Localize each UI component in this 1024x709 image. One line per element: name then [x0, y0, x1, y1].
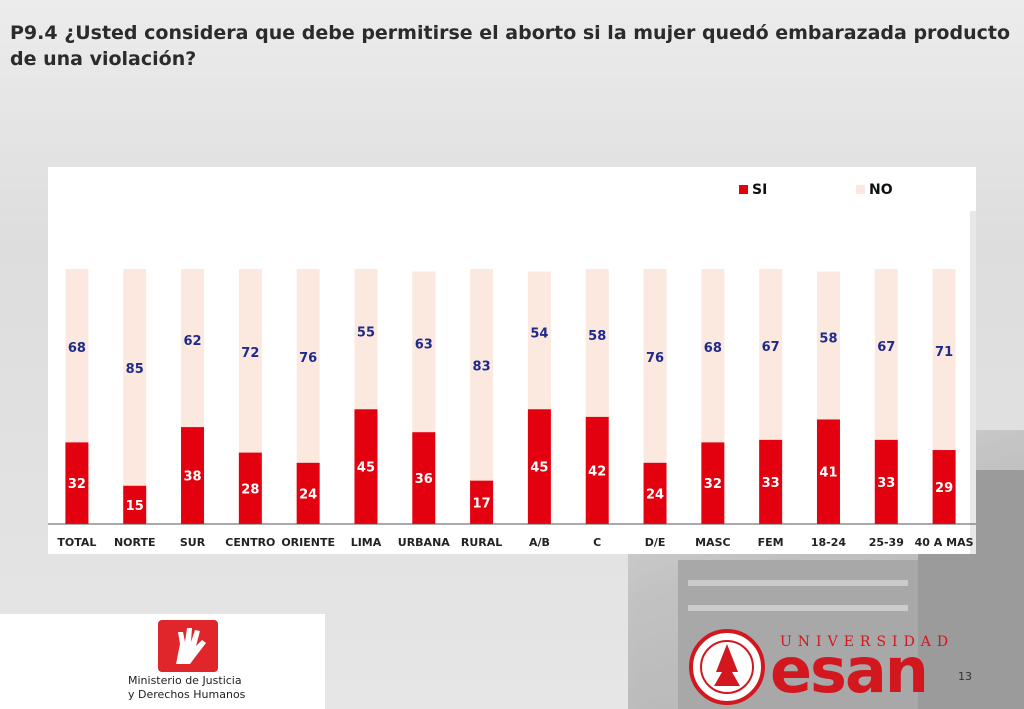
x-tick-label-oriente: ORIENTE [281, 536, 335, 549]
bar-no-total [65, 269, 89, 443]
data-label-no-total: 68 [68, 341, 86, 356]
x-tick-label-urbana: URBANA [398, 536, 451, 549]
x-tick-label-25-39: 25-39 [869, 536, 904, 549]
x-tick-label-centro: CENTRO [225, 536, 275, 549]
data-label-si-rural: 17 [473, 496, 491, 511]
data-label-no-c: 58 [588, 329, 606, 344]
data-label-si-norte: 15 [126, 499, 144, 514]
bar-no-norte [123, 269, 147, 486]
bar-si-total [65, 442, 89, 524]
legend-swatch-no [856, 185, 865, 194]
data-label-si-urbana: 36 [415, 472, 433, 487]
data-label-si-sur: 38 [183, 470, 201, 485]
bar-no-c [585, 269, 609, 417]
x-tick-label-rural: RURAL [461, 536, 502, 549]
legend-label-no: NO [869, 182, 893, 198]
bar-no-lima [354, 269, 378, 410]
bar-si-oriente [296, 462, 320, 524]
bar-no-d-e [643, 269, 667, 463]
data-label-si-masc: 32 [704, 477, 722, 492]
bar-no-sur [181, 269, 205, 428]
x-tick-label-c: C [593, 536, 601, 549]
x-tick-label-18-24: 18-24 [811, 536, 847, 549]
ministry-logo-box: Ministerio de Justicia y Derechos Humano… [0, 614, 325, 709]
data-label-si-18-24: 41 [819, 466, 837, 481]
x-tick-label-lima: LIMA [351, 536, 382, 549]
data-label-si-oriente: 24 [299, 487, 317, 502]
bar-no-18-24 [816, 271, 840, 420]
x-tick-label-a-b: A/B [529, 536, 550, 549]
bar-si-urbana [412, 432, 436, 524]
bar-si-25-39 [874, 439, 898, 524]
data-label-no-25-39: 67 [877, 340, 895, 355]
data-label-no-sur: 62 [183, 334, 201, 349]
ministry-emblem-icon [158, 620, 218, 672]
data-label-si-centro: 28 [241, 482, 259, 497]
data-label-no-oriente: 76 [299, 351, 317, 366]
ministry-name-line2: y Derechos Humanos [128, 688, 246, 701]
x-axis-tick-labels: TOTAL NORTE SUR CENTRO ORIENTE LIMA URBANA RURA… [57, 536, 973, 549]
x-tick-label-fem: FEM [758, 536, 784, 549]
legend-swatch-si [739, 185, 748, 194]
university-label: UNIVERSIDAD [780, 634, 955, 650]
x-tick-label-40-a-mas: 40 A MAS [915, 536, 974, 549]
data-label-si-c: 42 [588, 464, 606, 479]
data-label-no-18-24: 58 [819, 332, 837, 347]
ministry-name-line1: Ministerio de Justicia [128, 674, 242, 687]
x-tick-label-masc: MASC [695, 536, 730, 549]
data-label-si-a-b: 45 [530, 461, 548, 476]
bar-si-sur [181, 427, 205, 524]
x-tick-label-norte: NORTE [114, 536, 156, 549]
bar-si-rural [470, 480, 494, 524]
bar-si-lima [354, 409, 378, 524]
data-label-no-fem: 67 [762, 340, 780, 355]
data-label-no-d-e: 76 [646, 351, 664, 366]
university-name: esan [770, 634, 929, 707]
bar-si-c [585, 416, 609, 524]
chart-bars: 68 32 85 15 62 38 72 28 76 24 55 45 63 36 83 17 54 45 58 42… [65, 269, 956, 524]
page-title: P9.4 ¿Usted considera que debe permitirs… [10, 22, 1011, 70]
data-label-si-40-a-mas: 29 [935, 481, 953, 496]
bar-no-fem [759, 269, 783, 440]
data-label-no-centro: 72 [241, 346, 259, 361]
bar-no-masc [701, 269, 725, 443]
ministry-name: Ministerio de Justicia y Derechos Humano… [128, 674, 318, 702]
bar-si-18-24 [816, 419, 840, 524]
bar-si-centro [238, 452, 262, 524]
x-tick-label-sur: SUR [180, 536, 206, 549]
chart-legend: SI NO [739, 182, 893, 198]
bar-si-fem [759, 439, 783, 524]
bar-no-urbana [412, 271, 436, 433]
x-tick-label-d-e: D/E [645, 536, 666, 549]
bar-si-40-a-mas [932, 450, 956, 524]
bar-si-d-e [643, 462, 667, 524]
esan-seal-icon [689, 629, 765, 705]
bar-no-a-b [527, 271, 551, 410]
x-tick-label-total: TOTAL [57, 536, 96, 549]
bar-si-a-b [527, 409, 551, 524]
legend-label-si: SI [752, 182, 767, 198]
page-number: 13 [958, 670, 972, 683]
data-label-no-a-b: 54 [530, 327, 548, 342]
bar-no-40-a-mas [932, 269, 956, 451]
data-label-si-d-e: 24 [646, 487, 664, 502]
bar-no-oriente [296, 269, 320, 463]
data-label-si-25-39: 33 [877, 476, 895, 491]
data-label-no-40-a-mas: 71 [935, 345, 953, 360]
bar-si-norte [123, 485, 147, 524]
bar-no-centro [238, 269, 262, 453]
data-label-no-lima: 55 [357, 325, 375, 340]
bar-no-25-39 [874, 269, 898, 440]
data-label-no-norte: 85 [126, 362, 144, 377]
data-label-si-lima: 45 [357, 461, 375, 476]
bar-si-masc [701, 442, 725, 524]
data-label-no-masc: 68 [704, 341, 722, 356]
data-label-si-fem: 33 [762, 476, 780, 491]
data-label-no-rural: 83 [473, 360, 491, 375]
bar-no-rural [470, 269, 494, 481]
stacked-bar-chart: SI NO 68 32 85 15 62 38 72 28 76 24 55 45 63 36 83 17 54 4… [48, 182, 976, 549]
data-label-no-urbana: 63 [415, 338, 433, 353]
data-label-si-total: 32 [68, 477, 86, 492]
chart-panel: SI NO 68 32 85 15 62 38 72 28 76 24 55 45 63 36 83 17 54 4… [48, 167, 976, 554]
